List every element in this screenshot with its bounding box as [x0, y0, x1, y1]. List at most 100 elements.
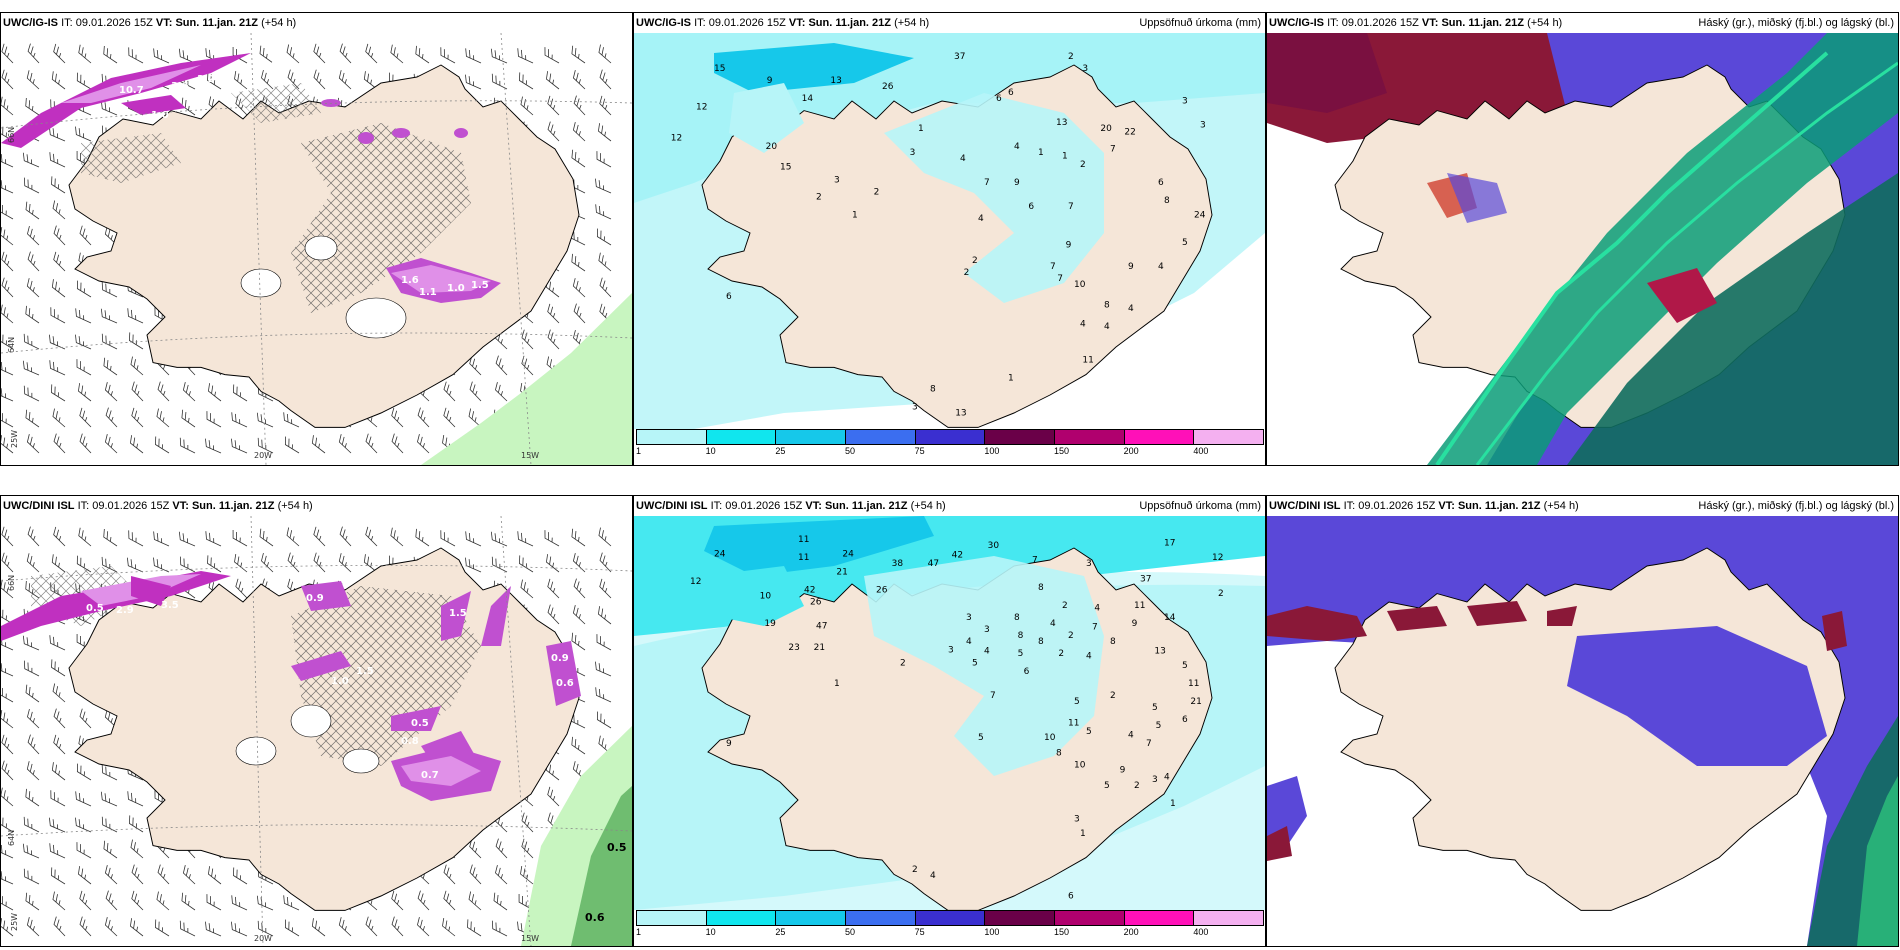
wind-barb	[27, 526, 40, 547]
precip-value: 42	[952, 551, 963, 561]
colorbar-swatch	[1193, 910, 1264, 926]
wind-barb	[573, 95, 586, 116]
wind-barb	[101, 281, 118, 298]
wind-barb	[597, 123, 612, 142]
precip-value: 8	[1164, 196, 1170, 206]
wind-barb	[76, 763, 92, 781]
precip-value: 2	[964, 268, 970, 278]
precip-value: 13	[1056, 118, 1067, 128]
field-title: Háský (gr.), miðský (fj.bl.) og lágský (…	[1698, 500, 1894, 512]
wind-barb	[101, 333, 118, 350]
precip-value: 6	[726, 292, 732, 302]
colorbar-swatch	[984, 429, 1055, 445]
precip-value: 1	[918, 124, 924, 134]
wind-barb	[546, 71, 560, 90]
hatch-region	[291, 123, 471, 313]
precip-value: 2	[972, 256, 978, 266]
precip-value: 5	[972, 659, 978, 669]
lat-label: 66N	[7, 575, 16, 591]
colorbar-label: 10	[705, 927, 716, 937]
icing-label: 1.5	[471, 280, 489, 291]
precip-value: 9	[1128, 262, 1134, 272]
colorbar-swatch	[1054, 429, 1125, 445]
wind-barb	[490, 531, 508, 547]
wind-barb	[495, 864, 508, 885]
wind-barb	[443, 864, 456, 885]
precip-value: 6	[1024, 667, 1030, 677]
precip-value: 10	[1044, 733, 1056, 743]
wind-barb	[49, 843, 66, 859]
precip-value: 4	[1086, 651, 1092, 661]
wind-barb	[571, 736, 586, 755]
init-time: 09.01.2026 15Z	[708, 17, 786, 29]
precip-value: 26	[882, 82, 894, 92]
precip-value: 3	[910, 148, 916, 158]
wind-barb	[79, 433, 92, 454]
wind-barb	[129, 815, 144, 833]
wind-barb	[179, 920, 196, 937]
wind-barb	[25, 305, 40, 324]
precip-value: 11	[1188, 679, 1199, 689]
wind-barb	[103, 840, 118, 859]
wind-barb	[182, 865, 196, 885]
precip-value: 17	[1164, 539, 1175, 549]
precip-value: 3	[1086, 559, 1092, 569]
precip-value: 7	[1050, 262, 1056, 272]
precip-value: 8	[930, 384, 936, 394]
wind-barb	[127, 791, 144, 807]
lon-label: 20W	[254, 451, 272, 460]
wind-barb	[572, 605, 586, 625]
wind-barb	[390, 44, 404, 64]
precip-value: 3	[1152, 775, 1158, 785]
wind-barb	[79, 916, 92, 937]
wind-barb	[49, 635, 66, 651]
wind-barb	[23, 177, 40, 194]
wind-barb	[104, 917, 118, 937]
wind-barb	[53, 43, 66, 64]
wind-barb	[363, 554, 378, 573]
wind-barb	[179, 556, 196, 573]
wind-barb	[51, 71, 66, 90]
wind-barb	[596, 634, 612, 651]
colorbar-swatch	[775, 910, 846, 926]
wind-barb	[467, 919, 482, 937]
precip-value: 4	[1050, 619, 1056, 629]
precip-value: 8	[1104, 300, 1110, 310]
wind-barb	[1, 709, 14, 729]
wind-barb	[595, 178, 612, 194]
colorbar-label: 10	[705, 446, 716, 456]
lead-time: (+54 h)	[894, 17, 930, 29]
precip-value: 21	[814, 643, 825, 653]
wind-barb	[491, 920, 508, 937]
wind-barb	[126, 557, 144, 573]
wind-barb	[51, 554, 66, 573]
precip-value: 13	[830, 76, 841, 86]
wind-barb	[22, 152, 40, 168]
wind-barb	[104, 382, 118, 402]
lead-time: (+54 h)	[1527, 17, 1563, 29]
wind-barb	[519, 72, 534, 90]
precip-value: 2	[1058, 649, 1064, 659]
wind-barb	[103, 528, 118, 547]
wind-barb	[76, 842, 92, 859]
wind-barb	[26, 553, 40, 573]
wind-barb	[313, 69, 326, 90]
precip-value: 4	[930, 871, 936, 881]
wind-barb	[207, 72, 222, 90]
wind-barb	[391, 407, 404, 428]
precip-value: 1	[1038, 148, 1044, 158]
vt-label: VT:	[172, 500, 189, 512]
wind-barb	[104, 709, 118, 729]
wind-barb	[27, 708, 40, 729]
wind-barb	[75, 308, 92, 324]
precip-value: 7	[1092, 623, 1098, 633]
precip-value: 5	[1074, 697, 1080, 707]
wind-barb	[468, 408, 482, 428]
precip-value: 4	[1128, 731, 1134, 741]
icing-region	[1, 571, 231, 641]
vt-label: VT:	[1438, 500, 1455, 512]
precip-value: 20	[1100, 124, 1112, 134]
wind-barb	[207, 555, 222, 573]
wind-barb	[205, 921, 222, 937]
